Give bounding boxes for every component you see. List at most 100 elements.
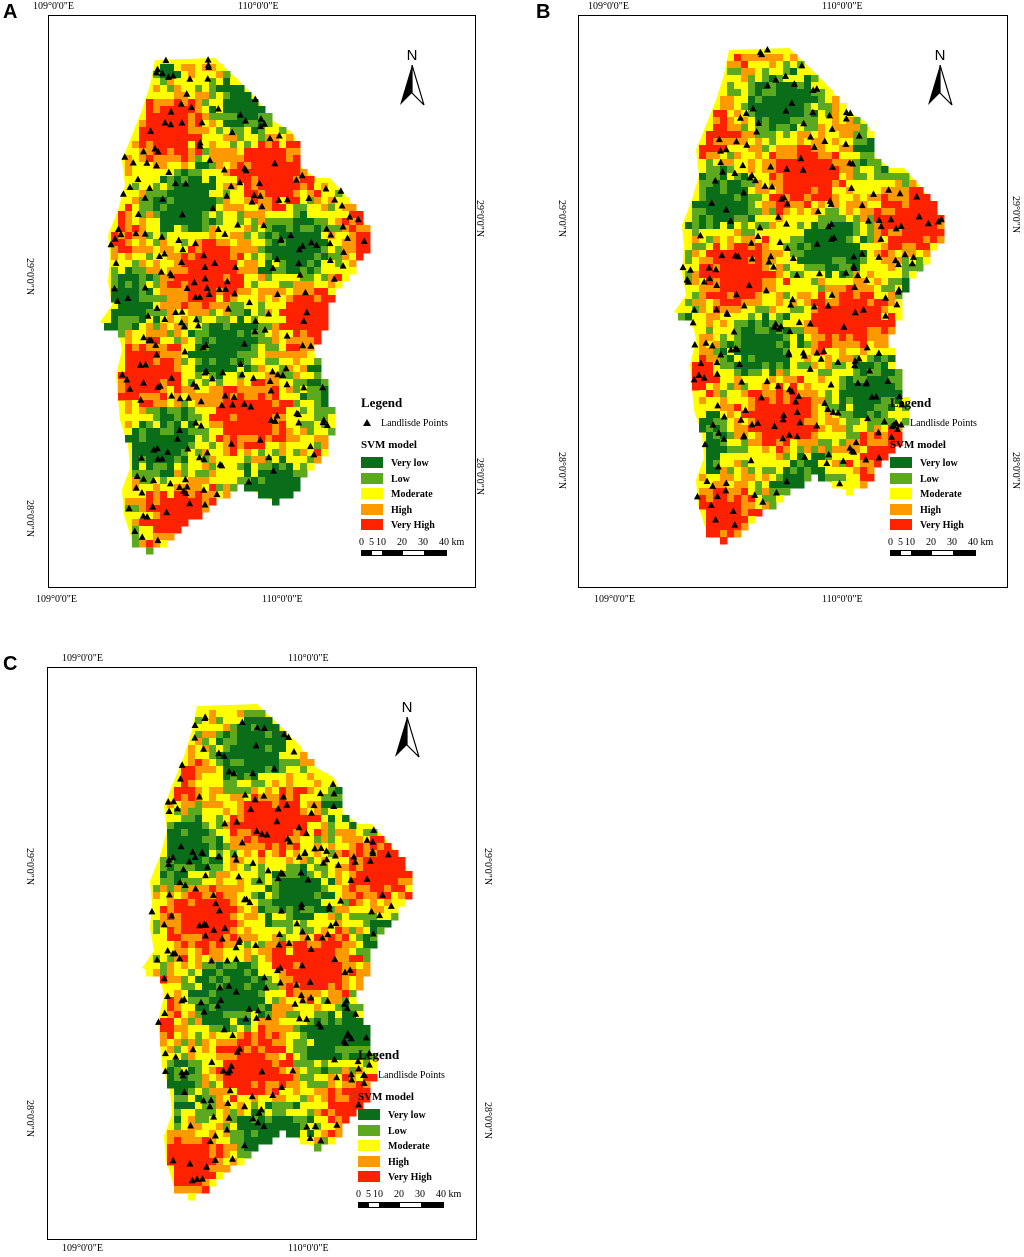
triangle-icon <box>785 385 793 393</box>
triangle-icon <box>798 61 806 69</box>
legend-item-very-high: Very High <box>358 1171 488 1187</box>
triangle-icon <box>304 934 312 941</box>
triangle-icon <box>233 1048 241 1055</box>
triangle-icon <box>306 1134 314 1142</box>
scale-tick: 20 <box>394 1188 404 1200</box>
triangle-icon <box>370 826 378 833</box>
triangle-icon <box>713 370 721 377</box>
triangle-icon <box>854 379 862 386</box>
triangle-icon <box>197 397 205 405</box>
triangle-icon <box>842 115 850 122</box>
triangle-icon <box>708 199 716 206</box>
triangle-icon <box>829 163 837 170</box>
triangle-icon <box>176 483 184 491</box>
triangle-icon <box>191 734 199 741</box>
triangle-icon <box>226 1066 234 1074</box>
triangle-icon <box>274 370 282 378</box>
triangle-icon <box>773 488 781 496</box>
legend-swatch <box>890 472 912 484</box>
triangle-icon <box>138 533 146 540</box>
triangle-icon <box>894 260 902 268</box>
triangle-icon <box>360 1079 368 1086</box>
lat-label-right: 29°0'0"N <box>474 200 485 238</box>
triangle-icon <box>273 411 281 419</box>
triangle-icon <box>706 274 714 282</box>
triangle-icon <box>209 204 217 212</box>
triangle-icon <box>746 173 754 181</box>
triangle-icon <box>125 504 133 512</box>
triangle-icon <box>801 453 809 460</box>
triangle-icon <box>160 974 168 982</box>
triangle-icon <box>898 400 906 408</box>
triangle-icon <box>176 394 184 402</box>
triangle-icon <box>201 931 209 939</box>
triangle-icon <box>363 836 371 843</box>
scale-tick: 20 <box>926 536 936 548</box>
triangle-icon <box>809 86 817 93</box>
triangle-icon <box>199 343 207 351</box>
triangle-icon <box>131 527 139 535</box>
triangle-icon <box>742 109 750 117</box>
triangle-icon <box>192 315 200 323</box>
scale-tick: 40 km <box>968 536 994 548</box>
triangle-icon <box>307 994 315 1001</box>
legend-item-high: High <box>890 503 1020 520</box>
triangle-icon <box>348 1075 356 1083</box>
triangle-icon <box>782 72 790 79</box>
triangle-icon <box>161 119 169 126</box>
triangle-icon <box>736 360 744 367</box>
triangle-icon <box>180 322 188 330</box>
triangle-icon <box>240 340 248 347</box>
triangle-icon <box>198 848 206 856</box>
triangle-icon <box>729 507 737 515</box>
triangle-icon <box>302 829 310 837</box>
triangle-icon <box>273 290 281 297</box>
lat-label-left: 28°0'0"N <box>24 500 35 538</box>
triangle-icon <box>226 1086 234 1094</box>
triangle-icon <box>227 182 235 189</box>
triangle-icon <box>155 1018 163 1025</box>
panel-letter: C <box>3 653 18 675</box>
triangle-icon <box>851 308 859 316</box>
triangle-icon <box>307 809 315 816</box>
scale-labels: 0 5 10 20 30 40 km <box>356 1188 488 1201</box>
legend-item-low: Low <box>890 472 1020 489</box>
triangle-icon <box>119 190 127 197</box>
legend-points-label: Landlisde Points <box>381 418 448 429</box>
triangle-icon <box>740 189 748 196</box>
triangle-icon <box>249 1114 257 1122</box>
triangle-icon <box>227 440 235 447</box>
triangle-icon <box>257 115 265 122</box>
legend-item-moderate: Moderate <box>361 488 491 504</box>
triangle-icon <box>293 919 301 927</box>
triangle-icon <box>165 860 173 867</box>
triangle-icon <box>713 305 721 313</box>
triangle-icon <box>337 187 345 194</box>
triangle-icon <box>780 411 788 418</box>
triangle-icon <box>924 219 932 227</box>
triangle-icon <box>693 492 701 500</box>
legend-item-label: Very low <box>388 1110 426 1121</box>
triangle-icon <box>307 945 315 952</box>
triangle-icon <box>149 503 157 510</box>
triangle-icon <box>223 957 231 964</box>
triangle-icon <box>251 95 259 102</box>
triangle-icon <box>165 890 173 898</box>
triangle-icon <box>340 1037 348 1044</box>
triangle-icon <box>192 293 200 300</box>
triangle-icon <box>298 961 306 969</box>
triangle-icon <box>315 1019 323 1027</box>
triangle-icon <box>224 1099 232 1107</box>
triangle-icon <box>185 858 193 865</box>
triangle-icon <box>210 1113 218 1120</box>
triangle-icon <box>154 147 162 155</box>
triangle-icon <box>863 343 871 351</box>
triangle-icon <box>228 128 236 136</box>
triangle-icon <box>785 431 793 438</box>
triangle-icon <box>763 46 771 53</box>
north-arrow-icon <box>395 716 420 758</box>
scale-bar: 0 5 10 20 30 40 km <box>888 536 1020 556</box>
legend-item-label: Low <box>388 1125 407 1137</box>
triangle-icon <box>182 489 190 496</box>
triangle-icon <box>201 263 209 270</box>
